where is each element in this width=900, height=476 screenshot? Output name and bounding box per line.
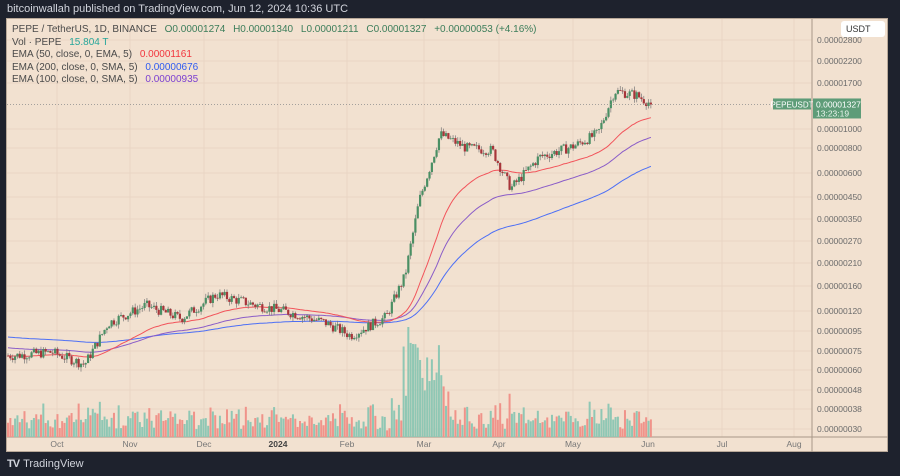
- price-tick: 0.00000038: [817, 404, 862, 414]
- ema200-value: 0.00000676: [145, 61, 199, 73]
- symbol-tag: [773, 98, 811, 110]
- price-tick: 0.00000800: [817, 143, 862, 153]
- price-tick: 0.00000350: [817, 214, 862, 224]
- open-value: O0.00001274: [164, 24, 226, 35]
- last-price-text: 0.00001327: [816, 99, 861, 109]
- price-tick: 0.00000060: [817, 365, 862, 375]
- volume-label: Vol · PEPE: [12, 36, 62, 48]
- ema200-line: [7, 165, 652, 343]
- tradingview-logo-icon: TV: [7, 458, 20, 470]
- price-tick: 0.00000075: [817, 346, 862, 356]
- ema50-value: 0.00001161: [139, 49, 192, 60]
- ema50-line: [7, 117, 652, 358]
- footer-brand: TV TradingView: [7, 458, 84, 470]
- price-tick: 0.00000095: [817, 326, 862, 336]
- price-tick: 0.00000048: [817, 385, 862, 395]
- ema50-label: EMA (50, close, 0, EMA, 5): [12, 49, 133, 60]
- volume-value: 15.804 T: [69, 36, 109, 48]
- time-tick: May: [565, 439, 582, 449]
- ohlc-row: PEPE / TetherUS, 1D, BINANCE O0.00001274…: [12, 24, 537, 37]
- price-tick: 0.00000030: [817, 424, 862, 434]
- low-value: L0.00001211: [300, 24, 359, 35]
- currency-button[interactable]: USDT: [841, 21, 885, 37]
- volume-row[interactable]: Vol · PEPE 15.804 T: [12, 37, 537, 50]
- price-tick: 0.00002200: [817, 56, 862, 66]
- symbol-tag-text: PEPEUSDT: [770, 100, 813, 109]
- change-value: +0.00000053 (+4.16%): [434, 24, 537, 35]
- price-tick: 0.00000450: [817, 192, 862, 202]
- price-tick: 0.00001000: [817, 124, 862, 134]
- time-tick: 2024: [269, 439, 288, 449]
- time-tick: Dec: [196, 439, 212, 449]
- time-tick: Aug: [786, 439, 801, 449]
- close-value: C0.00001327: [366, 24, 427, 35]
- time-tick: Feb: [340, 439, 355, 449]
- publisher-line: bitcoinwallah published on TradingView.c…: [7, 3, 349, 15]
- ema100-value: 0.00000935: [145, 74, 199, 85]
- price-tick: 0.00002800: [817, 35, 862, 45]
- ema100-label: EMA (100, close, 0, SMA, 5): [12, 74, 138, 85]
- price-tick: 0.00000600: [817, 168, 862, 178]
- time-tick: Jul: [717, 439, 728, 449]
- brand-name: TradingView: [23, 458, 84, 470]
- ema100-line: [7, 136, 652, 353]
- high-value: H0.00001340: [233, 24, 294, 35]
- ema100-row[interactable]: EMA (100, close, 0, SMA, 5) 0.00000935: [12, 74, 537, 87]
- volume-bars: [7, 327, 652, 437]
- ema50-row[interactable]: EMA (50, close, 0, EMA, 5) 0.00001161: [12, 49, 537, 62]
- time-tick: Nov: [122, 439, 138, 449]
- chart-frame[interactable]: [6, 18, 888, 452]
- price-tick: 0.00000270: [817, 236, 862, 246]
- countdown-text: 13:23:19: [816, 108, 849, 118]
- time-tick: Oct: [50, 439, 64, 449]
- symbol-line[interactable]: PEPE / TetherUS, 1D, BINANCE: [12, 24, 157, 35]
- time-tick: Jun: [641, 439, 655, 449]
- last-price-tag: [813, 98, 861, 119]
- price-tick: 0.00000120: [817, 306, 862, 316]
- price-tick: 0.00000210: [817, 258, 862, 268]
- chart-legend: PEPE / TetherUS, 1D, BINANCE O0.00001274…: [12, 24, 537, 87]
- time-tick: Mar: [417, 439, 432, 449]
- ema200-label: EMA (200, close, 0, SMA, 5): [12, 61, 138, 73]
- ema200-row[interactable]: EMA (200, close, 0, SMA, 5) 0.00000676: [12, 62, 537, 75]
- time-tick: Apr: [492, 439, 505, 449]
- price-tick: 0.00001700: [817, 78, 862, 88]
- price-tick: 0.00000160: [817, 281, 862, 291]
